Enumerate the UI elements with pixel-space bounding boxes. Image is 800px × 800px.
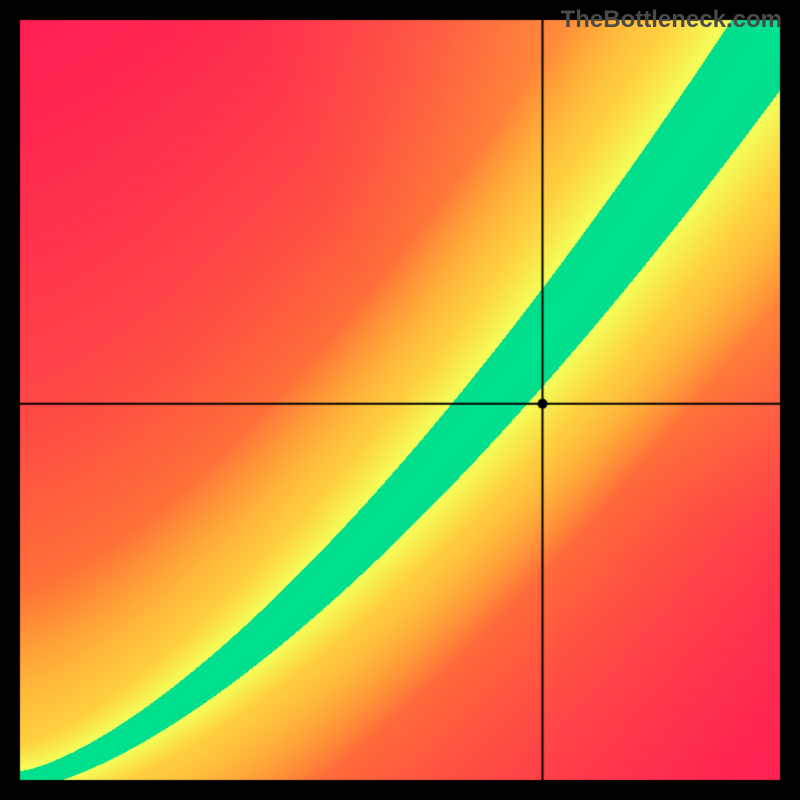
bottleneck-heatmap bbox=[0, 0, 800, 800]
watermark-text: TheBottleneck.com bbox=[561, 6, 782, 34]
chart-container: TheBottleneck.com bbox=[0, 0, 800, 800]
